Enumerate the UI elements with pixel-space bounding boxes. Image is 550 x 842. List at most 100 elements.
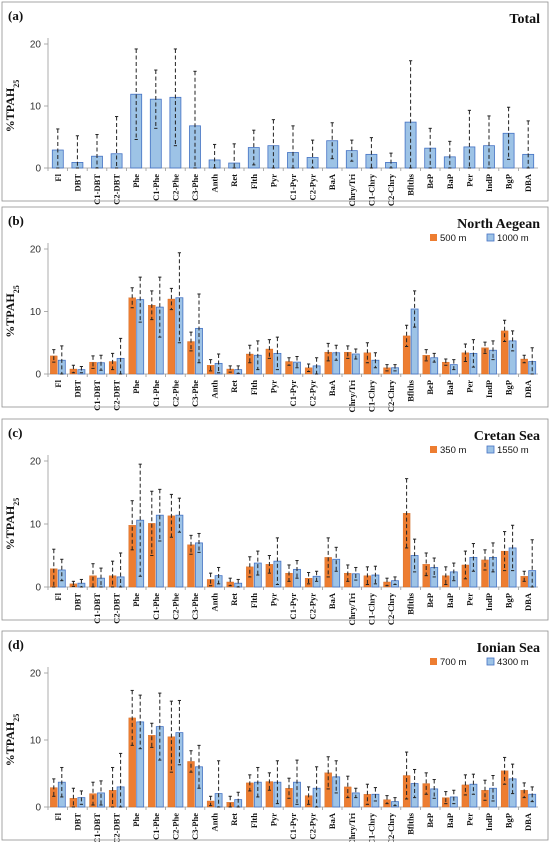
x-tick-label: Fl xyxy=(53,379,63,387)
x-tick-label: C2-Phe xyxy=(170,593,180,620)
bar-fl-1550m xyxy=(57,569,66,588)
bar-indp-1000m xyxy=(489,349,497,375)
bar-bgp-500m xyxy=(500,330,509,375)
panel-d: (d) Ionian Sea 700 m 4300 m %TPAH25 0 10 20 Fl DB… xyxy=(1,630,549,842)
bar-c1-phe-500m xyxy=(148,305,156,375)
x-tick-label: C1-DBT xyxy=(92,380,102,411)
x-tick-label: Chry/Tri xyxy=(347,812,357,842)
legend-swatch xyxy=(486,233,495,242)
x-tick-label: C1-Chry xyxy=(366,379,376,412)
x-tick-label: Anth xyxy=(210,813,220,832)
x-tick-label: Phe xyxy=(131,380,141,394)
bar-per-500m xyxy=(461,352,470,375)
x-tick-label: DBT xyxy=(72,813,82,831)
panel-letter: (d) xyxy=(8,637,24,652)
x-tick-label: C2-Chry xyxy=(386,173,396,206)
bar-dba-500m xyxy=(520,358,528,375)
x-tick-label: BeP xyxy=(425,174,435,189)
x-tick-label: C1-Phe xyxy=(151,174,161,201)
y-tick-label: 0 xyxy=(35,803,41,814)
x-tick-label: C1-DBT xyxy=(92,813,102,842)
y-tick-label: 20 xyxy=(30,457,42,468)
y-axis-label: %TPAH25 xyxy=(3,714,21,766)
x-tick-label: BgP xyxy=(504,593,514,608)
x-tick-label: C2-Chry xyxy=(386,592,396,625)
bar-pyr-700m xyxy=(265,781,274,808)
x-tick-label: IndP xyxy=(484,593,494,611)
x-tick-label: C1-Pyr xyxy=(288,380,298,407)
panel-a: (a) Total %TPAH25 0 10 20 Fl DBT C1-DBT C2-DBT Phe… xyxy=(1,1,549,206)
legend-label: 350 m xyxy=(440,445,466,456)
legend-swatch xyxy=(486,657,495,666)
x-tick-label: C1-Phe xyxy=(151,593,161,620)
x-tick-label: BaP xyxy=(445,380,455,395)
bar-c2-phe-1000m xyxy=(175,297,184,375)
bar-phe-1550m xyxy=(136,519,145,588)
bar-chry-tri xyxy=(345,150,358,169)
bar-c2-phe-1550m xyxy=(175,514,184,588)
x-tick-label: Fl xyxy=(53,173,63,181)
bar-bgp-350m xyxy=(500,550,509,588)
x-tick-label: DBT xyxy=(72,593,82,611)
x-tick-label: BeP xyxy=(425,593,435,608)
bar-phe xyxy=(130,93,143,169)
x-tick-label: Chry/Tri xyxy=(347,592,357,625)
x-tick-label: Ret xyxy=(229,174,239,187)
y-tick-label: 20 xyxy=(30,245,42,256)
x-tick-label: BgP xyxy=(504,813,514,828)
bar-fl-700m xyxy=(50,787,58,808)
x-tick-label: Ret xyxy=(229,813,239,826)
x-tick-label: C1-Phe xyxy=(151,813,161,840)
x-tick-label: C1-DBT xyxy=(92,174,102,205)
y-axis-label: %TPAH25 xyxy=(3,498,21,550)
bar-baa-500m xyxy=(324,351,332,375)
legend-label: 700 m xyxy=(440,657,466,668)
x-tick-label: Flth xyxy=(249,813,259,828)
legend-swatch xyxy=(430,234,437,241)
x-tick-label: C1-DBT xyxy=(92,593,102,624)
panel-title: Total xyxy=(509,12,540,27)
bar-bgp-700m xyxy=(500,770,509,808)
x-tick-label: Anth xyxy=(210,174,220,193)
legend-swatch xyxy=(486,445,495,454)
bar-phe-500m xyxy=(128,297,136,375)
panel-c: (c) Cretan Sea 350 m 1550 m %TPAH25 0 10 20 Fl DB… xyxy=(1,418,549,625)
x-tick-label: DBA xyxy=(523,379,533,398)
legend-label: 500 m xyxy=(440,233,466,244)
bar-ret-350m xyxy=(226,581,234,588)
x-tick-label: Per xyxy=(464,380,474,393)
bar-c2-phe-350m xyxy=(167,515,176,588)
x-tick-label: Anth xyxy=(210,593,220,612)
y-tick-label: 20 xyxy=(30,40,42,51)
y-axis-label: %TPAH25 xyxy=(3,80,21,132)
x-tick-label: C2-Chry xyxy=(386,379,396,412)
legend-swatch xyxy=(430,658,437,665)
bar-per-1550m xyxy=(469,556,478,588)
bar-c2-phe-500m xyxy=(167,298,176,375)
x-tick-label: Phe xyxy=(131,593,141,607)
y-tick-label: 10 xyxy=(30,102,42,113)
bar-bap-500m xyxy=(442,361,450,375)
x-tick-label: BgP xyxy=(504,174,514,189)
x-tick-label: BaA xyxy=(327,812,337,829)
x-tick-label: BaA xyxy=(327,379,337,396)
x-tick-label: Bflths xyxy=(406,379,416,401)
x-tick-label: BgP xyxy=(504,380,514,395)
x-tick-label: Chry/Tri xyxy=(347,379,357,412)
x-tick-label: Ret xyxy=(229,593,239,606)
x-tick-label: Ret xyxy=(229,380,239,393)
bar-c1-pyr-500m xyxy=(285,361,293,375)
x-tick-label: C1-Chry xyxy=(366,812,376,842)
x-tick-label: C1-Chry xyxy=(366,592,376,625)
panel-title: North Aegean xyxy=(457,217,540,232)
legend-label: 1000 m xyxy=(497,233,529,244)
x-tick-label: C1-Chry xyxy=(366,173,376,206)
x-tick-label: Flth xyxy=(249,593,259,608)
x-tick-label: C2-Pyr xyxy=(308,380,318,407)
x-tick-label: BaP xyxy=(445,174,455,189)
bar-bep-500m xyxy=(422,355,430,375)
y-tick-label: 0 xyxy=(35,583,41,594)
x-tick-label: Per xyxy=(464,593,474,606)
